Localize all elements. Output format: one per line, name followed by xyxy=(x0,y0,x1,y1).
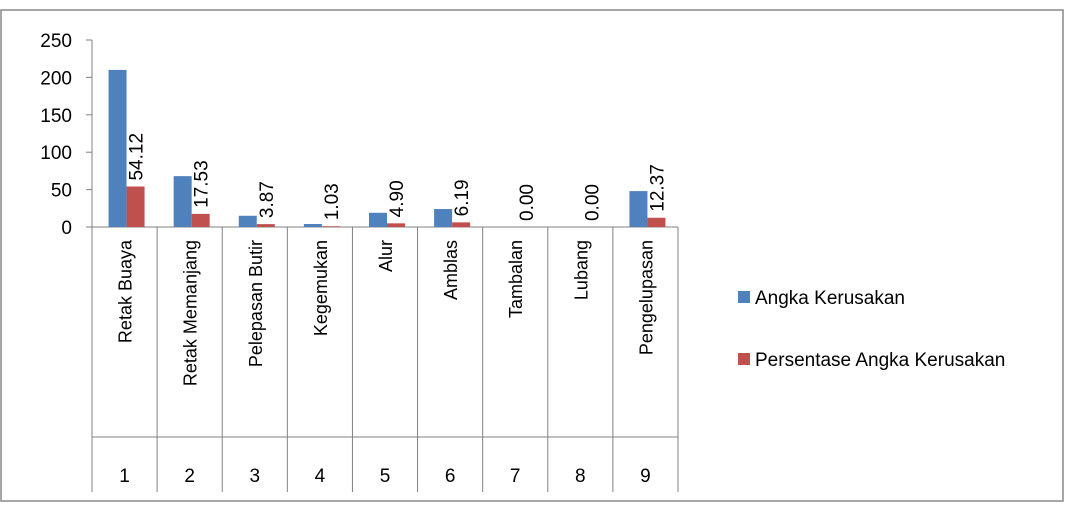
category-number-label: 4 xyxy=(315,466,326,487)
legend-label: Persentase Angka Kerusakan xyxy=(755,350,1005,371)
data-label: 6.19 xyxy=(452,179,473,216)
chart-border xyxy=(0,9,1064,502)
data-label: 0.00 xyxy=(582,184,603,221)
legend-swatch xyxy=(738,291,750,303)
y-tick-label: 50 xyxy=(51,181,72,202)
category-name-label: Amblas xyxy=(441,240,461,300)
data-label: 4.90 xyxy=(387,180,408,217)
bar-persentase-angka-kerusakan xyxy=(126,186,145,227)
bar-angka-kerusakan xyxy=(173,176,192,227)
bar-angka-kerusakan xyxy=(238,215,257,227)
data-label: 3.87 xyxy=(257,181,278,218)
category-name-label: Pengelupasan xyxy=(636,240,656,355)
category-number-label: 9 xyxy=(640,466,651,487)
category-number-label: 3 xyxy=(249,466,260,487)
bar-persentase-angka-kerusakan xyxy=(387,223,405,227)
category-number-label: 2 xyxy=(184,466,195,487)
legend: Angka Kerusakan Persentase Angka Kerusaka… xyxy=(738,288,1005,371)
bar-persentase-angka-kerusakan xyxy=(647,217,666,227)
y-tick-label: 100 xyxy=(40,143,72,164)
bar-angka-kerusakan xyxy=(303,224,322,227)
category-name-label: Tambalan xyxy=(506,240,526,318)
x-axis: Retak Buaya 1 Retak Memanjang 2 Pelepasan Bu… xyxy=(91,226,679,492)
data-labels: 54.12 17.53 3.87 1.03 4.90 6.19 0.00 0.00 12.37 xyxy=(127,133,669,221)
category-name-label: Kegemukan xyxy=(311,240,331,336)
y-tick-label: 200 xyxy=(40,68,72,89)
bar-angka-kerusakan xyxy=(434,209,453,227)
y-tick-label: 0 xyxy=(61,218,72,239)
category-number-label: 5 xyxy=(380,466,391,487)
data-label: 0.00 xyxy=(517,184,538,221)
category-name-label: Retak Memanjang xyxy=(181,240,201,386)
category-name-label: Pelepasan Butir xyxy=(246,240,266,367)
category-number-label: 7 xyxy=(510,466,521,487)
y-tick-label: 250 xyxy=(40,31,72,52)
data-label: 12.37 xyxy=(647,164,668,212)
category-name-label: Retak Buaya xyxy=(116,239,136,343)
bar-angka-kerusakan xyxy=(369,212,387,227)
bar-angka-kerusakan xyxy=(629,191,648,227)
category-name-label: Alur xyxy=(376,240,396,272)
bar-persentase-angka-kerusakan xyxy=(321,226,340,227)
y-tick-label: 150 xyxy=(40,106,72,127)
bar-persentase-angka-kerusakan xyxy=(452,222,471,227)
bar-angka-kerusakan xyxy=(108,69,127,227)
data-label: 54.12 xyxy=(127,133,148,181)
category-number-label: 6 xyxy=(445,466,456,487)
bars xyxy=(108,69,666,227)
bar-persentase-angka-kerusakan xyxy=(191,213,210,227)
legend-label: Angka Kerusakan xyxy=(755,288,905,309)
data-label: 1.03 xyxy=(322,183,343,220)
data-label: 17.53 xyxy=(192,160,213,208)
y-axis: 0 50 100 150 200 250 xyxy=(40,31,93,492)
category-number-label: 8 xyxy=(575,466,586,487)
legend-swatch xyxy=(738,353,750,365)
category-number-label: 1 xyxy=(119,466,130,487)
category-name-label: Lubang xyxy=(571,240,591,300)
bar-persentase-angka-kerusakan xyxy=(256,224,275,227)
